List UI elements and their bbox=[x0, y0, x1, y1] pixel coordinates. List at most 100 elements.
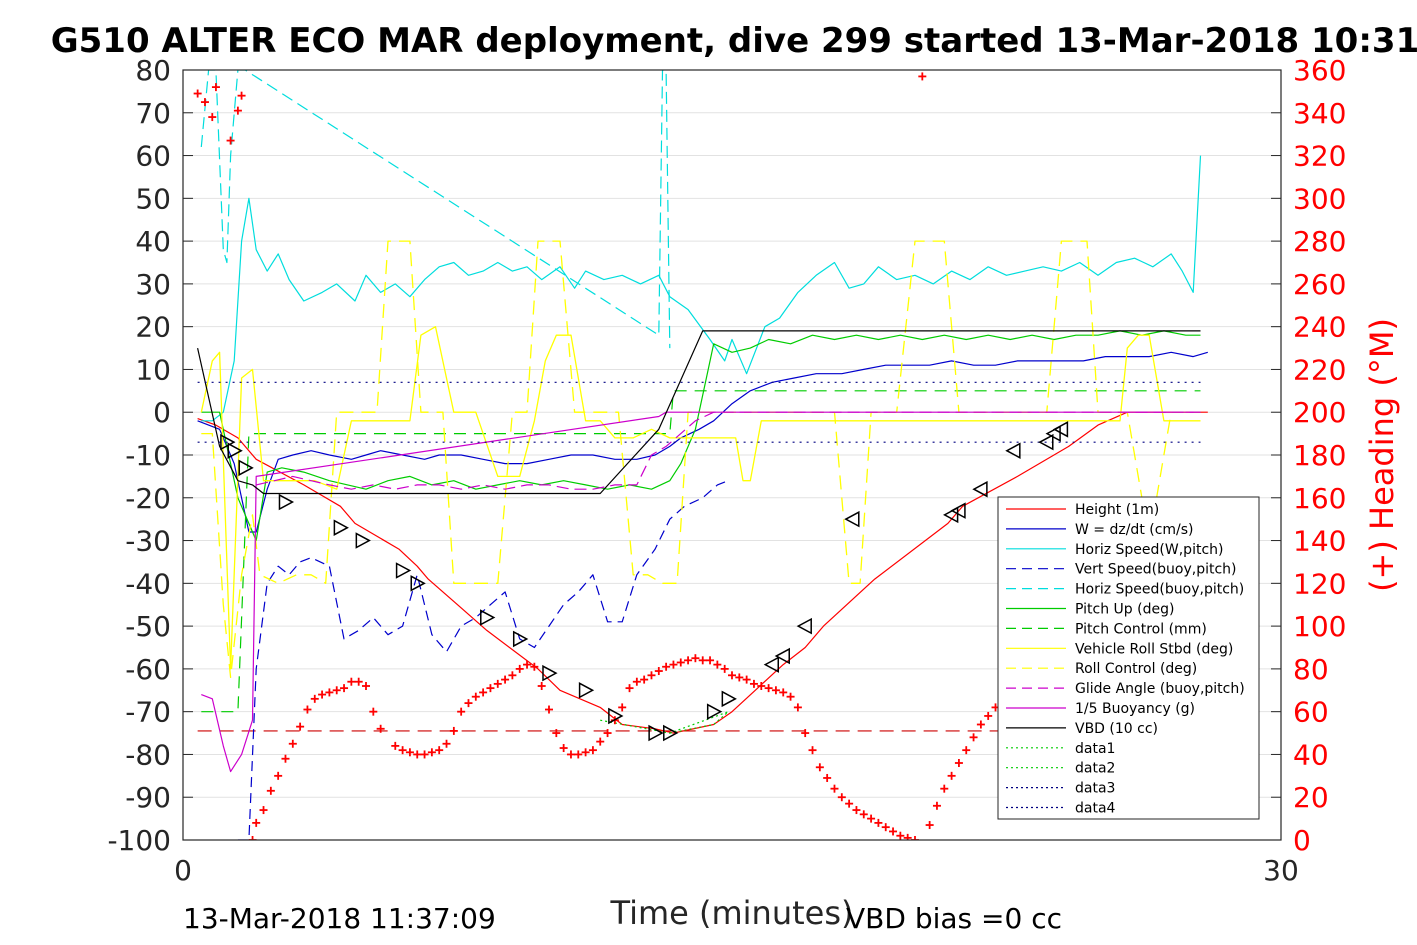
y-right-tick-label: 60 bbox=[1293, 696, 1329, 729]
heading-marker bbox=[786, 692, 795, 701]
heading-marker bbox=[471, 692, 480, 701]
y-right-tick-label: 20 bbox=[1293, 781, 1329, 814]
legend-label: 1/5 Buoyancy (g) bbox=[1075, 701, 1195, 717]
legend: Height (1m) W = dz/dt (cm/s) Horiz Speed(W… bbox=[997, 496, 1260, 820]
depth-marker-triangle bbox=[796, 617, 812, 635]
heading-marker bbox=[632, 677, 641, 686]
heading-marker bbox=[706, 656, 715, 665]
chart-title: G510 ALTER ECO MAR deployment, dive 299 … bbox=[51, 21, 1417, 61]
depth-marker-triangle bbox=[410, 575, 426, 592]
y-tick-label: -30 bbox=[125, 525, 171, 558]
depth-marker-triangle bbox=[844, 510, 860, 528]
y-right-tick-label: 320 bbox=[1293, 140, 1346, 173]
legend-label: data1 bbox=[1075, 741, 1115, 757]
heading-marker bbox=[193, 89, 202, 98]
heading-marker bbox=[252, 818, 261, 827]
heading-marker bbox=[537, 682, 546, 690]
y-axis-right-label: (+) Heading (°M) bbox=[1363, 318, 1401, 592]
heading-marker bbox=[764, 684, 773, 693]
heading-marker bbox=[574, 750, 583, 759]
y-tick-label: 80 bbox=[135, 54, 171, 87]
legend-label: VBD (10 cc) bbox=[1075, 721, 1158, 737]
x-tick-label: 30 bbox=[1263, 854, 1299, 887]
depth-marker-triangle bbox=[355, 532, 371, 549]
heading-marker bbox=[420, 750, 429, 759]
y-tick-label: 10 bbox=[135, 353, 171, 386]
heading-marker bbox=[233, 106, 242, 115]
depth-marker-triangle bbox=[1038, 433, 1054, 451]
depth-marker-triangle bbox=[663, 724, 679, 742]
heading-marker bbox=[889, 827, 898, 836]
heading-marker bbox=[874, 818, 883, 827]
heading-marker bbox=[676, 658, 685, 667]
heading-marker bbox=[413, 750, 422, 759]
heading-marker bbox=[625, 684, 634, 693]
depth-marker-triangle bbox=[943, 506, 959, 524]
heading-marker bbox=[830, 784, 839, 793]
heading-marker bbox=[362, 682, 370, 690]
series-line bbox=[197, 330, 1201, 495]
y-right-tick-label: 180 bbox=[1293, 439, 1346, 472]
y-right-tick-label: 80 bbox=[1293, 653, 1329, 686]
legend-label: Height (1m) bbox=[1075, 502, 1159, 518]
heading-marker bbox=[596, 737, 605, 746]
heading-marker bbox=[237, 91, 246, 100]
heading-marker bbox=[793, 703, 802, 712]
heading-marker bbox=[669, 660, 678, 669]
heading-marker bbox=[881, 823, 890, 832]
depth-marker-triangle bbox=[608, 707, 624, 725]
y-tick-label: 40 bbox=[135, 225, 171, 258]
heading-marker bbox=[552, 729, 561, 738]
heading-marker bbox=[493, 679, 502, 688]
heading-marker bbox=[340, 684, 349, 693]
y-tick-label: 70 bbox=[135, 97, 171, 130]
y-tick-label: -40 bbox=[125, 567, 171, 600]
heading-marker bbox=[318, 690, 327, 699]
depth-marker-triangle bbox=[395, 562, 412, 579]
heading-marker bbox=[698, 656, 707, 665]
heading-marker bbox=[757, 682, 766, 690]
heading-marker bbox=[720, 664, 729, 673]
legend-label: Horiz Speed(W,pitch) bbox=[1075, 542, 1223, 558]
heading-marker bbox=[947, 771, 956, 780]
heading-marker bbox=[435, 746, 444, 755]
heading-marker bbox=[735, 673, 744, 682]
depth-marker-triangle bbox=[578, 682, 595, 699]
depth-marker-triangle bbox=[1052, 421, 1069, 438]
legend-label: data2 bbox=[1075, 761, 1115, 777]
depth-marker-triangle bbox=[950, 502, 966, 519]
y-right-tick-label: 160 bbox=[1293, 482, 1346, 515]
heading-marker bbox=[479, 688, 488, 697]
heading-marker bbox=[442, 739, 451, 748]
y-tick-label: -100 bbox=[107, 824, 171, 857]
series-line bbox=[197, 351, 1208, 533]
legend-label: Vert Speed(buoy,pitch) bbox=[1075, 562, 1237, 578]
heading-marker bbox=[274, 771, 283, 780]
heading-marker bbox=[771, 686, 780, 695]
y-right-tick-label: 360 bbox=[1293, 54, 1346, 87]
y-right-tick-label: 120 bbox=[1293, 567, 1346, 600]
heading-marker bbox=[325, 688, 334, 697]
heading-marker bbox=[530, 662, 539, 671]
heading-marker bbox=[369, 707, 378, 716]
heading-marker bbox=[815, 763, 824, 772]
heading-marker bbox=[354, 677, 363, 686]
heading-marker bbox=[808, 746, 817, 755]
series-line bbox=[256, 411, 1201, 490]
depth-marker-triangle bbox=[648, 724, 664, 742]
heading-marker bbox=[226, 136, 235, 145]
heading-marker bbox=[925, 821, 934, 830]
heading-marker bbox=[457, 707, 466, 716]
heading-marker bbox=[932, 801, 941, 810]
depth-marker-triangle bbox=[774, 647, 790, 665]
legend-label: W = dz/dt (cm/s) bbox=[1075, 522, 1194, 538]
y-right-tick-label: 100 bbox=[1293, 610, 1346, 643]
series-line bbox=[201, 411, 1201, 773]
heading-marker bbox=[654, 667, 663, 676]
heading-marker bbox=[984, 711, 993, 720]
heading-marker bbox=[618, 703, 627, 712]
heading-marker bbox=[603, 729, 612, 738]
y-tick-label: -20 bbox=[125, 482, 171, 515]
legend-label: Roll Control (deg) bbox=[1075, 661, 1197, 677]
